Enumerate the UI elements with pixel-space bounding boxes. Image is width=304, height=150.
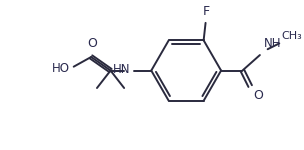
Text: NH: NH (264, 37, 281, 50)
Text: O: O (253, 89, 263, 102)
Text: HN: HN (112, 63, 130, 76)
Text: O: O (87, 37, 97, 50)
Text: CH₃: CH₃ (281, 32, 302, 41)
Text: F: F (203, 5, 210, 18)
Text: HO: HO (52, 62, 70, 75)
